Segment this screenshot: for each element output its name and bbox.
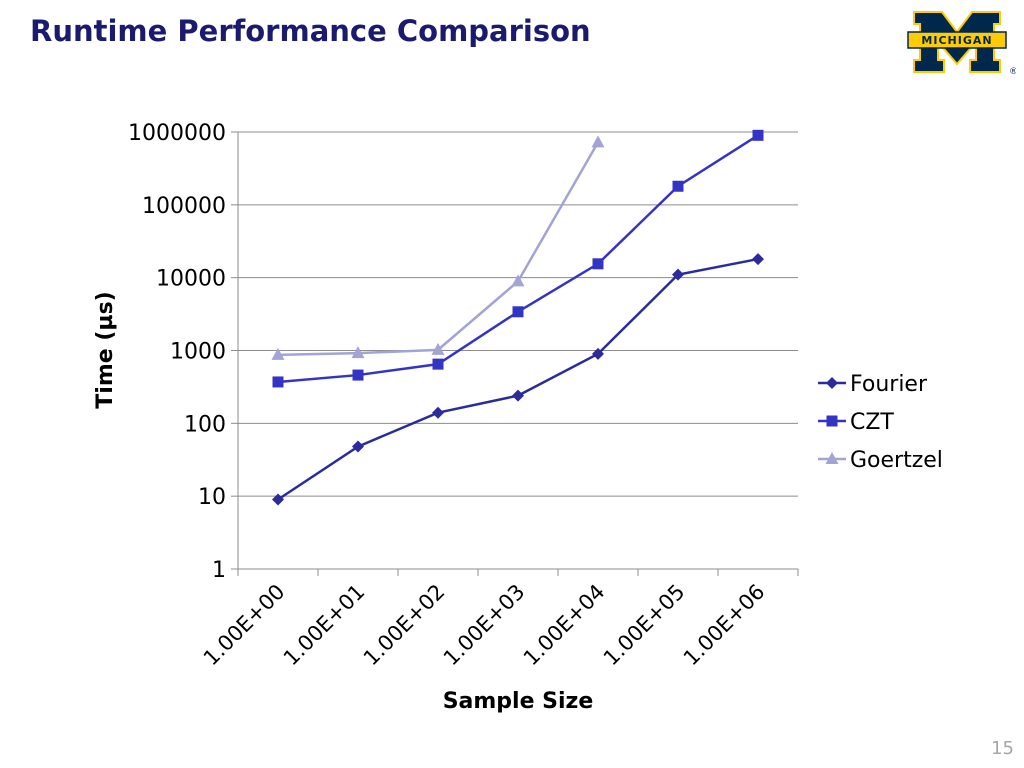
data-point-goertzel xyxy=(431,342,445,355)
legend-label-goertzel: Goertzel xyxy=(850,448,943,473)
data-point-czt xyxy=(672,180,684,192)
data-point-goertzel xyxy=(591,135,605,148)
logo-banner xyxy=(907,31,1007,49)
gridlines xyxy=(231,131,799,576)
page-number: 15 xyxy=(991,738,1014,759)
series-line-czt xyxy=(277,134,759,384)
logo-registered-mark: ® xyxy=(1009,67,1016,76)
y-tick-label: 1 xyxy=(212,558,226,583)
legend-marker-fourier xyxy=(826,377,838,389)
series-fourier xyxy=(272,253,764,506)
legend: Fourier CZT Goertzel xyxy=(818,372,943,473)
data-point-fourier xyxy=(512,389,524,402)
legend-marker-goertzel xyxy=(825,452,839,464)
x-tick-label: 1.00E+00 xyxy=(199,580,290,671)
michigan-logo: MICHIGAN ® xyxy=(906,8,1016,76)
series-czt xyxy=(272,129,764,388)
x-tick-label: 1.00E+04 xyxy=(519,580,610,671)
data-point-czt xyxy=(272,376,284,388)
series-line-goertzel xyxy=(277,141,600,357)
x-tick-labels: 1.00E+001.00E+011.00E+021.00E+031.00E+04… xyxy=(199,580,770,671)
data-point-fourier xyxy=(752,253,764,266)
y-tick-labels: 1 10 100 1000 10000 100000 1000000 xyxy=(128,121,226,583)
y-tick-label: 1000000 xyxy=(128,121,226,146)
data-point-czt xyxy=(752,129,764,141)
legend-label-fourier: Fourier xyxy=(850,372,928,397)
data-point-goertzel xyxy=(351,346,365,359)
x-tick-label: 1.00E+06 xyxy=(679,580,770,671)
y-tick-label: 100 xyxy=(184,412,226,437)
y-axis-label: Time (µs) xyxy=(93,291,118,408)
series-lines xyxy=(271,129,764,506)
legend-item-fourier: Fourier xyxy=(818,372,928,397)
y-tick-label: 1000 xyxy=(170,340,226,365)
legend-item-goertzel: Goertzel xyxy=(818,448,943,473)
data-point-czt xyxy=(592,258,604,270)
legend-label-czt: CZT xyxy=(850,410,894,435)
data-point-fourier xyxy=(352,440,364,453)
data-point-czt xyxy=(432,358,444,370)
y-tick-label: 100000 xyxy=(142,194,226,219)
data-point-goertzel xyxy=(271,347,285,360)
y-tick-label: 10000 xyxy=(156,267,226,292)
series-line-fourier xyxy=(277,257,759,501)
x-tick-label: 1.00E+01 xyxy=(279,580,370,671)
x-tick-label: 1.00E+02 xyxy=(359,580,450,671)
logo-text: MICHIGAN xyxy=(921,34,992,47)
data-point-fourier xyxy=(272,493,284,506)
data-point-goertzel xyxy=(511,274,525,287)
data-point-czt xyxy=(512,306,524,318)
x-axis-label: Sample Size xyxy=(443,689,594,714)
series-goertzel xyxy=(271,135,605,360)
legend-item-czt: CZT xyxy=(818,410,894,435)
data-point-fourier xyxy=(592,347,604,360)
data-point-czt xyxy=(352,369,364,381)
data-point-fourier xyxy=(672,268,684,281)
legend-marker-czt xyxy=(826,415,838,427)
data-point-fourier xyxy=(432,406,444,419)
x-tick-label: 1.00E+05 xyxy=(599,580,690,671)
slide-title: Runtime Performance Comparison xyxy=(30,14,591,48)
y-tick-label: 10 xyxy=(198,485,226,510)
x-tick-label: 1.00E+03 xyxy=(439,580,530,671)
